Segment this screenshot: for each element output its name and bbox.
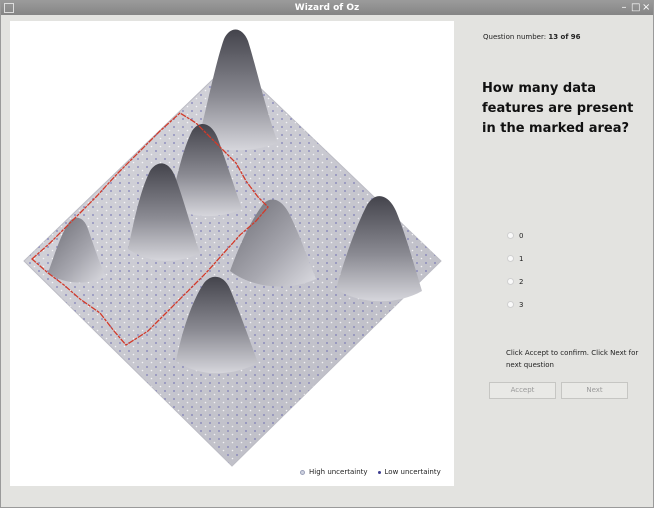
- answer-options: 0 1 2 3: [507, 224, 523, 316]
- question-number-value: 13 of 96: [548, 33, 581, 41]
- question-text: How many data features are present in th…: [482, 81, 634, 136]
- close-icon[interactable]: ×: [642, 2, 651, 13]
- terrain-plot: [23, 29, 442, 467]
- option-2[interactable]: 2: [507, 270, 523, 293]
- legend-label-low: Low uncertainty: [384, 468, 441, 476]
- question-number: Question number: 13 of 96: [483, 33, 581, 41]
- peak-upper-left: [170, 124, 242, 217]
- question-panel: Question number: 13 of 96 How many data …: [461, 21, 651, 491]
- option-label: 0: [519, 231, 524, 240]
- option-1[interactable]: 1: [507, 247, 523, 270]
- low-uncertainty-marker: [377, 470, 381, 474]
- window-controls: – □ ×: [620, 1, 651, 15]
- window-menu-icon[interactable]: [4, 3, 14, 13]
- peak-far-left: [48, 217, 106, 283]
- peak-right: [336, 196, 422, 302]
- question-number-label: Question number:: [483, 33, 547, 41]
- radio-button[interactable]: [507, 278, 514, 285]
- legend-item-low: Low uncertainty: [377, 468, 441, 476]
- accept-button[interactable]: Accept: [489, 382, 556, 399]
- option-label: 2: [519, 277, 524, 286]
- peak-center: [230, 199, 316, 287]
- peak-lower: [176, 276, 258, 374]
- title-bar: Wizard of Oz – □ ×: [1, 1, 653, 15]
- peak-left-center: [128, 163, 200, 261]
- peak-top: [198, 29, 278, 151]
- legend: High uncertainty Low uncertainty: [300, 468, 451, 476]
- option-3[interactable]: 3: [507, 293, 523, 316]
- option-0[interactable]: 0: [507, 224, 523, 247]
- maximize-icon[interactable]: □: [631, 2, 641, 13]
- radio-button[interactable]: [507, 301, 514, 308]
- high-uncertainty-marker: [300, 469, 305, 475]
- radio-button[interactable]: [507, 255, 514, 262]
- option-label: 3: [519, 300, 524, 309]
- minimize-icon[interactable]: –: [621, 2, 627, 13]
- window-title: Wizard of Oz: [294, 3, 360, 13]
- marked-area-outline: [31, 112, 269, 346]
- option-label: 1: [519, 254, 524, 263]
- next-button[interactable]: Next: [561, 382, 628, 399]
- radio-button[interactable]: [507, 232, 514, 239]
- legend-label-high: High uncertainty: [309, 468, 368, 476]
- instructions-text: Click Accept to confirm. Click Next for …: [506, 349, 639, 369]
- terrain-visualization: High uncertainty Low uncertainty: [10, 21, 454, 486]
- legend-item-high: High uncertainty: [300, 468, 368, 476]
